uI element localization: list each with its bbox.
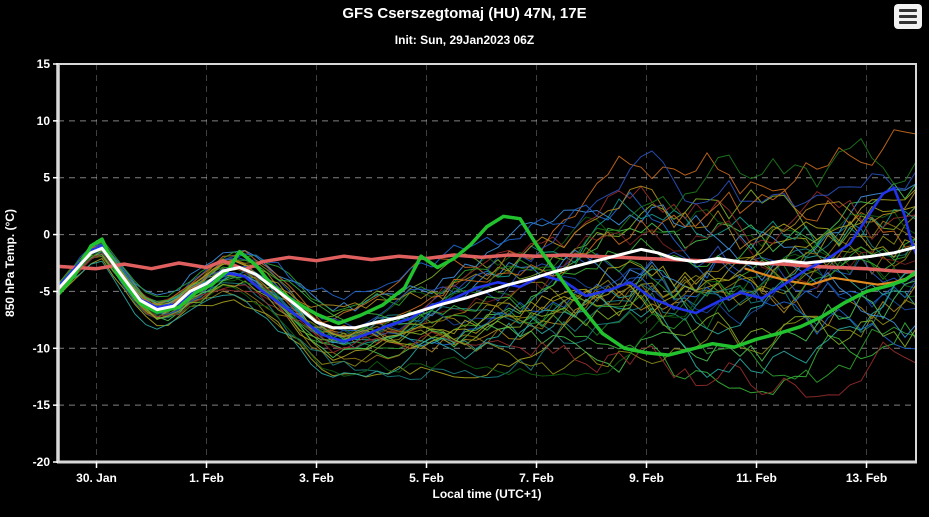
- ensemble-member-line: [58, 151, 916, 324]
- x-tick-label: 1. Feb: [189, 471, 224, 485]
- x-axis-title: Local time (UTC+1): [432, 487, 541, 501]
- ensemble-member-line: [58, 243, 916, 345]
- y-tick-label: 5: [43, 171, 50, 185]
- menu-bar: [899, 15, 917, 18]
- y-tick-label: 15: [37, 57, 51, 71]
- ensemble-member-line: [58, 188, 916, 361]
- y-tick-label: 10: [37, 114, 51, 128]
- x-tick-label: 13. Feb: [846, 471, 887, 485]
- menu-bar: [899, 21, 917, 24]
- ensemble-member-line: [58, 129, 916, 333]
- hamburger-menu-icon[interactable]: [894, 4, 922, 29]
- white-mean-line: [58, 245, 916, 330]
- ensemble-member-line: [58, 260, 916, 379]
- page-title: GFS Cserszegtomaj (HU) 47N, 17E: [342, 5, 587, 22]
- ensemble-member-line: [58, 182, 916, 359]
- ensemble-member-line: [58, 185, 916, 351]
- ensemble-member-line: [58, 220, 916, 350]
- chart-axes: 15 10 5 0 -5 -10 -15 -20 30. Jan 1. Feb 3. Feb 5. F…: [33, 57, 917, 485]
- main-series-lines: [58, 186, 916, 357]
- red-bold-line: [58, 253, 916, 274]
- y-tick-label: -10: [33, 341, 51, 355]
- y-tick-label: -20: [33, 455, 51, 469]
- green-bold-line: [58, 214, 916, 357]
- x-tick-label: 9. Feb: [629, 471, 664, 485]
- ensemble-member-line: [58, 220, 916, 337]
- ensemble-member-line: [58, 251, 916, 381]
- x-tick-label: 5. Feb: [409, 471, 444, 485]
- y-tick-label: -15: [33, 398, 51, 412]
- chart-subtitle: Init: Sun, 29Jan2023 06Z: [394, 33, 535, 47]
- ensemble-member-line: [58, 245, 916, 338]
- x-tick-label: 3. Feb: [299, 471, 334, 485]
- y-axis-title: 850 hPa Temp. (°C): [3, 209, 17, 317]
- y-tick-label: 0: [43, 228, 50, 242]
- x-tick-label: 11. Feb: [736, 471, 777, 485]
- x-tick-label: 30. Jan: [76, 471, 117, 485]
- ensemble-member-line: [58, 250, 916, 339]
- x-tick-label: 7. Feb: [519, 471, 554, 485]
- menu-bar: [899, 9, 917, 12]
- y-tick-label: -5: [39, 284, 50, 298]
- blue-bold-line: [58, 186, 916, 343]
